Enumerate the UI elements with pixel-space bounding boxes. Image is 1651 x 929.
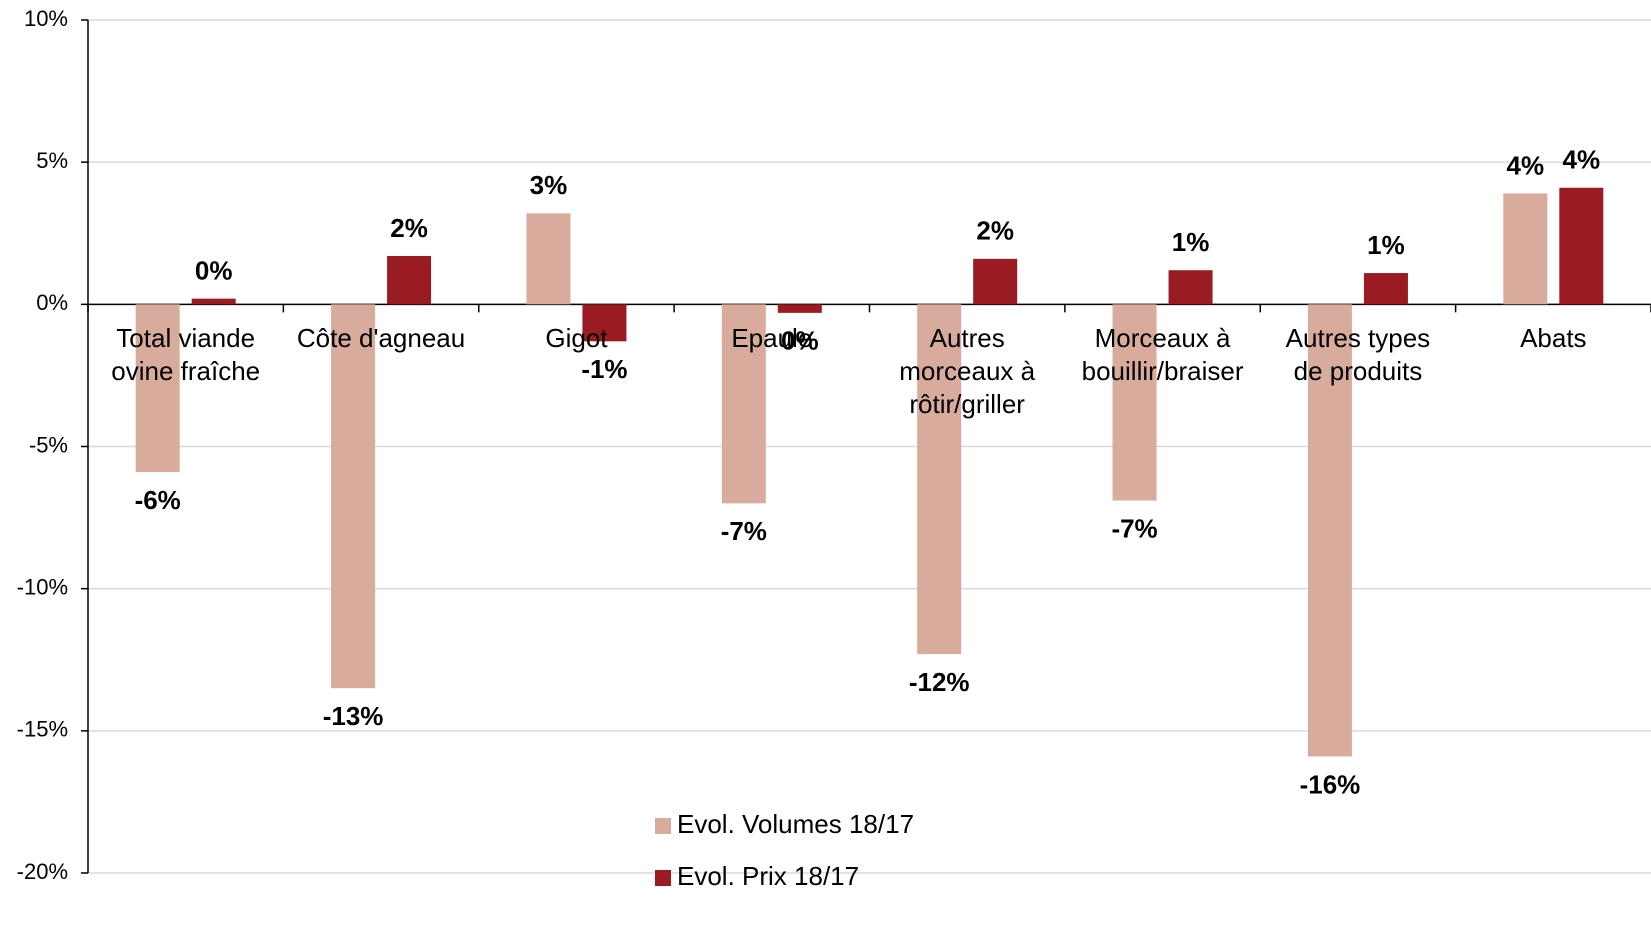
bar [331,304,376,689]
value-label: -13% [323,701,384,731]
x-tick-label: Autres types de produits [1285,323,1431,387]
bar [777,304,822,313]
value-label: 1% [1367,230,1405,260]
x-tick-label: Abats [1520,323,1587,354]
value-label: 1% [1172,227,1210,257]
bar [973,258,1018,305]
y-tick-label: -10% [17,574,68,599]
y-tick-label: 10% [24,6,68,31]
value-label: 2% [390,213,428,243]
bar [1168,270,1213,305]
y-tick-label: 5% [36,148,68,173]
value-label: -12% [909,667,970,697]
value-label: -1% [581,354,627,384]
x-tick-label: Autres morceaux à rôtir/griller [899,323,1036,420]
bar [1363,273,1408,305]
x-tick-label: Epaule [731,323,813,354]
bar [1503,193,1548,305]
y-tick-label: -20% [17,859,68,884]
x-tick-label: Gigot [545,323,608,354]
legend-swatch [655,870,671,886]
bar [917,304,962,655]
legend-swatch [655,818,671,834]
legend-label: Evol. Prix 18/17 [677,861,859,891]
y-tick-label: -5% [29,432,68,457]
y-tick-label: -15% [17,717,68,742]
value-label: -6% [135,485,181,515]
value-label: -7% [1111,513,1157,543]
x-tick-label: Morceaux à bouillir/braiser [1081,323,1244,387]
legend-label: Evol. Volumes 18/17 [677,809,914,839]
bar [191,298,236,305]
value-label: 0% [781,326,819,356]
bar [1559,187,1604,305]
bar [721,304,766,504]
bar [387,255,432,305]
x-tick-label: Total viande ovine fraîche [111,323,261,387]
value-label: 4% [1507,150,1545,180]
value-label: 0% [195,256,233,286]
value-label: 4% [1563,145,1601,175]
bar [526,213,571,305]
bar [1112,304,1157,501]
value-label: 2% [976,216,1014,246]
value-label: -7% [721,516,767,546]
bar [582,304,627,342]
bar [135,304,180,473]
value-label: -16% [1300,769,1361,799]
bar [1307,304,1352,757]
x-tick-label: Côte d'agneau [296,323,466,354]
y-tick-label: 0% [36,290,68,315]
value-label: 3% [530,170,568,200]
